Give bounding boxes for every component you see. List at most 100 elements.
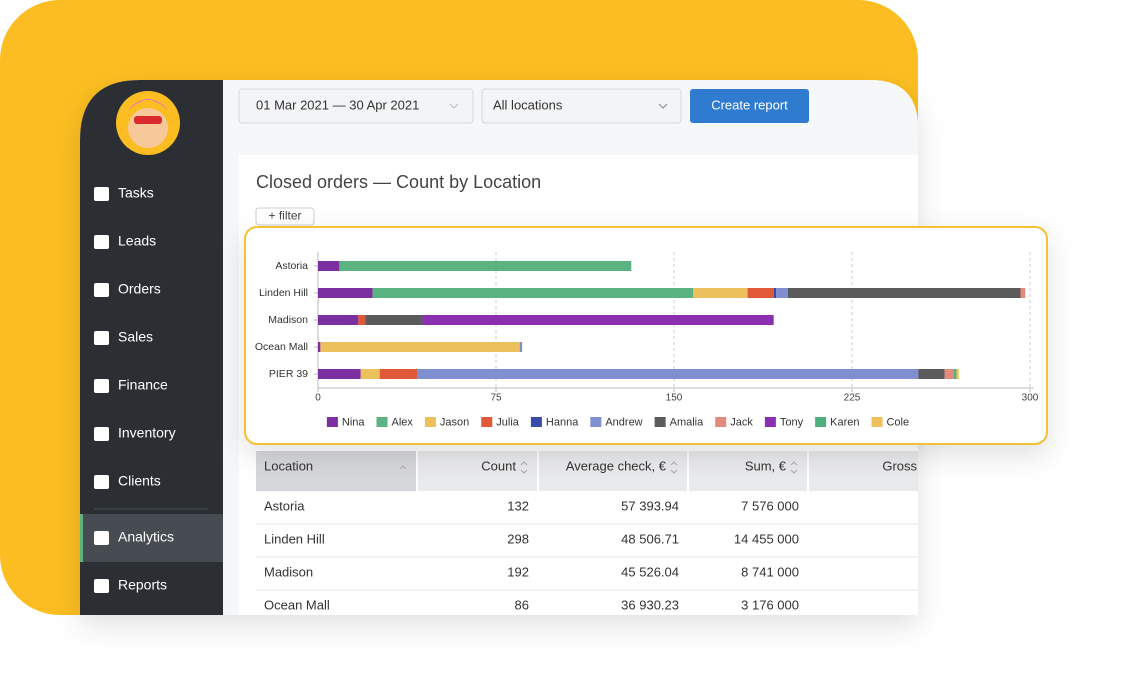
menu-icon (94, 579, 109, 593)
bar-segment (954, 369, 957, 379)
x-tick-label: 225 (844, 393, 861, 404)
bar-segment (318, 261, 340, 271)
table-cell: Astoria (264, 498, 305, 513)
chart-panel (244, 226, 1048, 445)
chevron (658, 103, 668, 109)
menu-icon (94, 235, 109, 249)
legend-swatch (530, 417, 542, 427)
bar-segment (918, 369, 945, 379)
chevron (449, 103, 459, 109)
menu-item[interactable]: Clients (118, 473, 161, 489)
menu-icon (94, 427, 109, 441)
legend-label: Tony (780, 416, 804, 428)
y-tick-label: Madison (268, 314, 308, 326)
avatar-hair (128, 99, 168, 110)
bar-segment (776, 288, 788, 298)
bar-segment (318, 369, 361, 379)
bar-segment (422, 315, 774, 325)
bar-segment (372, 288, 693, 298)
table-header-sorted (256, 451, 417, 491)
column-header: Gross (882, 458, 917, 473)
filter-label: + filter (268, 209, 301, 223)
bar-segment (417, 369, 919, 379)
table-cell: Madison (264, 564, 313, 579)
menu-item[interactable]: Orders (118, 281, 161, 297)
bar-segment (318, 288, 373, 298)
date-range: 01 Mar 2021 — 30 Apr 2021 (256, 97, 419, 112)
bar-segment (360, 369, 380, 379)
table-cell: Ocean Mall (264, 597, 330, 612)
bar-segment (365, 315, 423, 325)
y-tick-label: Linden Hill (259, 287, 308, 299)
filter-button[interactable] (255, 207, 315, 226)
table-cell: Linden Hill (264, 531, 325, 546)
table: Location Count Average check, € Sum, € Gross… (256, 451, 918, 612)
menu-item[interactable]: Sales (118, 329, 153, 345)
legend-label: Amalia (670, 416, 705, 428)
menu-item[interactable]: Analytics (118, 529, 174, 545)
legend-swatch (871, 417, 883, 427)
location-select[interactable] (481, 88, 682, 124)
avatar-mask (134, 116, 162, 124)
sort-icon (790, 461, 798, 474)
legend-label: Karen (830, 416, 859, 428)
column-header: Sum, € (745, 458, 787, 473)
legend-label: Cole (886, 416, 909, 428)
legend-swatch (654, 417, 666, 427)
bar-segment (320, 342, 520, 352)
legend-swatch (376, 417, 388, 427)
bar-segment (692, 288, 748, 298)
table-cell: 48 506.71 (621, 531, 679, 546)
y-tick-label: Astoria (275, 260, 308, 272)
table-cell: 45 526.04 (621, 564, 679, 579)
menu-item[interactable]: Leads (118, 233, 156, 249)
create-report-button[interactable] (690, 89, 809, 123)
legend-label: Alex (392, 416, 414, 428)
legend-swatch (715, 417, 727, 427)
sort-icon (520, 461, 528, 474)
menu-icon (94, 531, 109, 545)
menu-item[interactable]: Finance (118, 377, 168, 393)
x-tick-label: 0 (315, 393, 321, 404)
bar-segment (773, 288, 777, 298)
menu-active-bar (80, 514, 83, 562)
x-tick-label: 300 (1022, 393, 1039, 404)
menu-icon (94, 331, 109, 345)
y-tick-label: PIER 39 (269, 368, 308, 380)
column-header: Location (264, 458, 313, 473)
legend-label: Jack (730, 416, 753, 428)
menu-icon (94, 475, 109, 489)
column-header: Average check, € (566, 458, 667, 473)
table-cell: 298 (507, 531, 529, 546)
legend-label: Andrew (605, 416, 642, 428)
sort-icon (399, 465, 407, 470)
bar-segment (339, 261, 632, 271)
table-cell: 14 455 000 (734, 531, 799, 546)
bar-segment (944, 369, 955, 379)
bar-segment (318, 342, 321, 352)
menu-item[interactable]: Inventory (118, 425, 176, 441)
bar-segment (519, 342, 523, 352)
column-header: Count (481, 458, 516, 473)
legend-label: Jason (440, 416, 469, 428)
legend-label: Nina (342, 416, 366, 428)
legend-swatch (590, 417, 602, 427)
menu-item[interactable]: Reports (118, 577, 167, 593)
date-picker[interactable] (238, 88, 474, 124)
legend-swatch (326, 417, 338, 427)
x-tick-label: 75 (490, 393, 502, 404)
table-cell: 3 176 000 (741, 597, 799, 612)
menu-item[interactable]: Tasks (118, 185, 154, 201)
table-cell: 192 (507, 564, 529, 579)
location: All locations (493, 97, 563, 112)
legend-swatch (481, 417, 493, 427)
sort-icon (670, 461, 678, 474)
avatar-face (128, 108, 168, 148)
bar-segment (956, 369, 959, 379)
bar-segment (318, 315, 359, 325)
legend-swatch (424, 417, 436, 427)
bar-segment (379, 369, 418, 379)
table-cell: 57 393.94 (621, 498, 679, 513)
legend-label: Julia (496, 416, 520, 428)
